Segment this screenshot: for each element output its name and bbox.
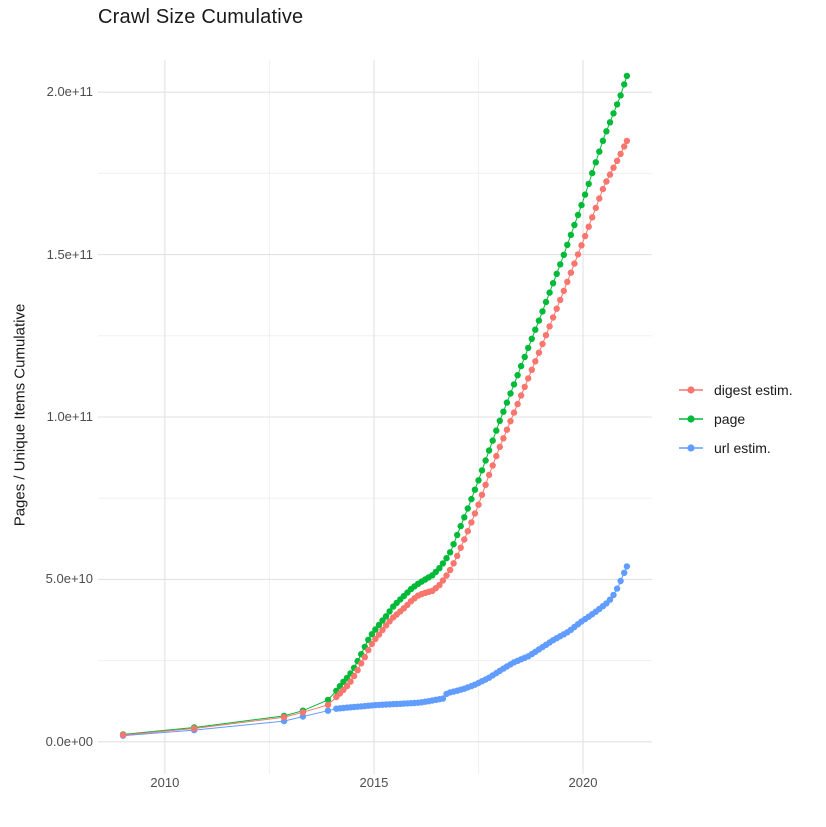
x-tick-label-2020: 2020	[568, 775, 598, 790]
legend: digest estim. page url estim.	[678, 380, 793, 458]
series-digest-estim	[119, 137, 631, 739]
grid-minor	[98, 60, 652, 774]
series-url-estim-points	[119, 563, 631, 739]
legend-item-url-estim: url estim.	[678, 438, 793, 458]
digest-estim-key-icon	[679, 386, 703, 394]
y-tick-label-1.0e+11: 1.0e+11	[46, 409, 93, 424]
url-estim-key-icon	[679, 444, 703, 452]
series-digest-estim-line	[123, 140, 628, 736]
x-tick-label-2015: 2015	[359, 775, 389, 790]
y-tick-label-1.5e+11: 1.5e+11	[46, 246, 93, 262]
x-tick-label-2010: 2010	[150, 775, 180, 790]
series-url-estim-line	[123, 566, 628, 737]
legend-label-digest-estim: digest estim.	[714, 382, 793, 398]
y-tick-label-2.0e+11: 2.0e+11	[46, 84, 93, 100]
y-tick-label-5.0e+10: 5.0e+10	[45, 571, 93, 587]
chart-title: Crawl Size Cumulative	[98, 6, 304, 28]
legend-item-digest-estim: digest estim.	[678, 380, 793, 400]
legend-item-page: page	[678, 409, 793, 429]
page-key-icon	[679, 415, 703, 423]
series-page-line	[123, 75, 628, 735]
series-page-points	[119, 72, 631, 738]
y-axis-title: Pages / Unique Items Cumulative	[11, 303, 29, 527]
series-page	[119, 72, 631, 738]
y-tick-label-0.0e+00: 0.0e+00	[45, 733, 93, 749]
series-url-estim	[119, 563, 631, 739]
grid-major	[98, 60, 652, 774]
legend-label-url-estim: url estim.	[714, 440, 771, 456]
legend-label-page: page	[714, 411, 746, 427]
series-digest-estim-points	[119, 137, 631, 739]
